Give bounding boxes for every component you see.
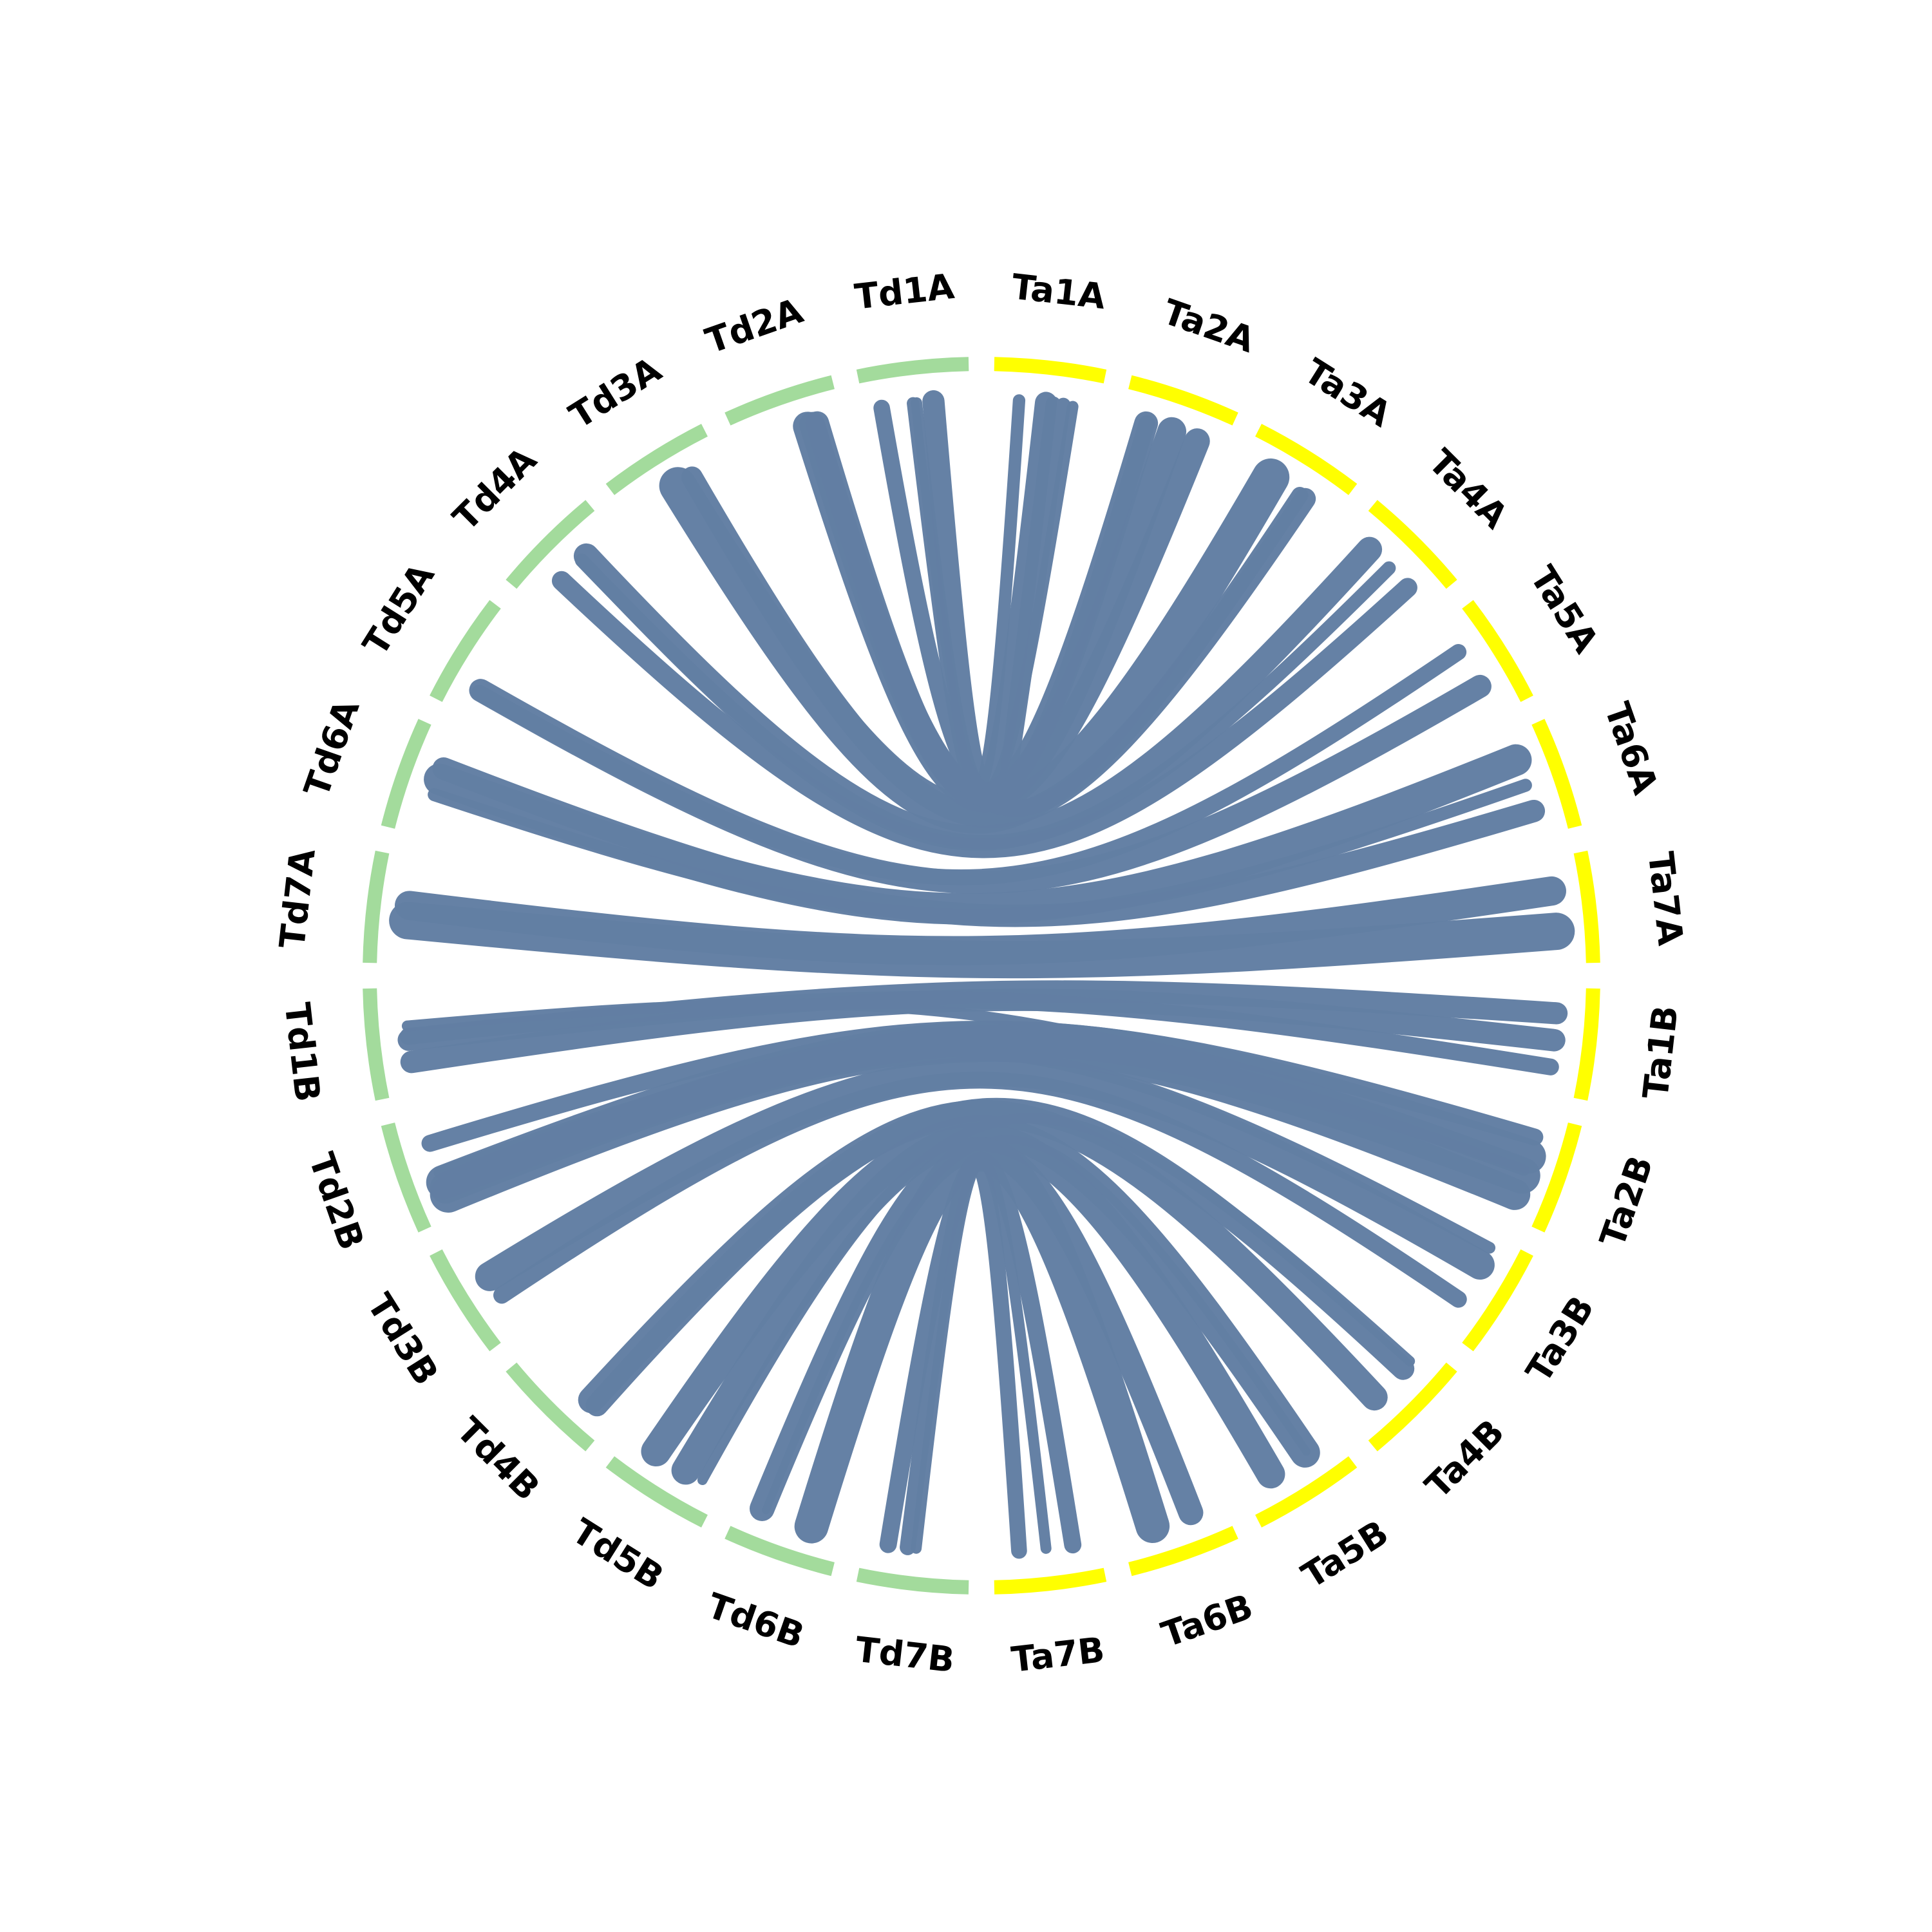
chromosome-arc <box>856 357 969 384</box>
chromosome-label: Td4B <box>449 1410 548 1509</box>
chromosome-label: Td2A <box>700 290 808 362</box>
chromosome-arc <box>724 375 835 426</box>
chromosome-label: Td6B <box>702 1585 809 1656</box>
link <box>433 1044 1496 1254</box>
chromosome-label: Ta7A <box>1640 849 1691 947</box>
chromosome-label: Ta6A <box>1596 697 1666 800</box>
chromosome-arc <box>506 1362 595 1452</box>
chromosome-arc <box>363 988 390 1101</box>
chromosome-arc <box>856 1567 969 1595</box>
chromosome-arc <box>605 424 708 495</box>
chromosome-label: Td3B <box>359 1287 446 1392</box>
chromosome-label: Td4A <box>445 439 544 538</box>
link <box>401 998 1530 1176</box>
chromosome-label: Ta1A <box>1010 266 1108 317</box>
chromosome-arc <box>363 850 390 963</box>
chromosome-arc <box>430 1249 501 1352</box>
chromosome-label: Td1A <box>853 266 956 317</box>
chromosome-arc <box>1128 1526 1238 1577</box>
chromosome-arc <box>1368 1362 1457 1452</box>
chromosome-label: Ta4B <box>1417 1412 1512 1506</box>
chromosome-label: Ta5A <box>1522 559 1607 660</box>
chromosome-arc <box>1573 988 1600 1101</box>
chromosome-arc <box>1368 500 1457 589</box>
link <box>389 902 1575 979</box>
chromosome-arc <box>1531 719 1582 829</box>
chromosome-label: Ta5B <box>1294 1512 1395 1596</box>
link <box>430 1030 1531 1210</box>
link <box>475 1057 1495 1291</box>
chromosome-arc <box>1255 1456 1358 1528</box>
chromosome-label: Td3A <box>562 349 668 437</box>
chromosome-label: Ta1B <box>1635 1003 1686 1101</box>
chromosome-label: Ta4A <box>1421 441 1516 536</box>
link <box>671 1122 1285 1489</box>
chromosome-label: Td7A <box>272 847 323 951</box>
chromosome-label: Td5A <box>355 556 442 663</box>
chromosome-arc <box>506 500 595 589</box>
link <box>900 1154 1027 1559</box>
chromosome-arc <box>381 1122 431 1233</box>
chromosome-arc <box>724 1526 835 1577</box>
links <box>389 390 1575 1559</box>
chromosome-label: Td5B <box>565 1511 670 1598</box>
chromosome-label: Td6A <box>296 694 368 802</box>
chromosome-arc <box>1531 1122 1582 1233</box>
chromosome-label: Ta3B <box>1518 1289 1602 1389</box>
chromosome-arc <box>430 600 501 702</box>
chromosome-label: Ta6B <box>1157 1586 1258 1655</box>
chromosome-label: Ta2A <box>1158 291 1260 361</box>
chromosome-label: Td7B <box>853 1629 956 1681</box>
link <box>551 571 1417 858</box>
link <box>432 757 1546 927</box>
chromosome-arc <box>1462 600 1533 702</box>
chromosome-label: Td1B <box>277 1001 328 1104</box>
chromosome-label: Ta7B <box>1009 1629 1106 1680</box>
chromosome-arc <box>1255 424 1358 495</box>
chromosome-label: Ta2B <box>1592 1151 1661 1253</box>
link <box>399 991 1559 1075</box>
chromosome-arc <box>381 719 431 829</box>
chromosome-arc <box>605 1456 708 1528</box>
chromosome-arc <box>994 357 1107 384</box>
chromosome-arc <box>1462 1249 1533 1352</box>
chromosome-arc <box>1573 850 1600 963</box>
link <box>469 674 1492 894</box>
chromosome-label: Td2B <box>301 1148 372 1255</box>
link <box>578 1099 1388 1414</box>
chromosome-arc <box>1128 375 1238 426</box>
link <box>493 1072 1467 1308</box>
chromosome-arc <box>994 1567 1107 1595</box>
link <box>873 399 1155 802</box>
link <box>808 415 1309 817</box>
chromosome-label: Ta3A <box>1297 351 1398 435</box>
